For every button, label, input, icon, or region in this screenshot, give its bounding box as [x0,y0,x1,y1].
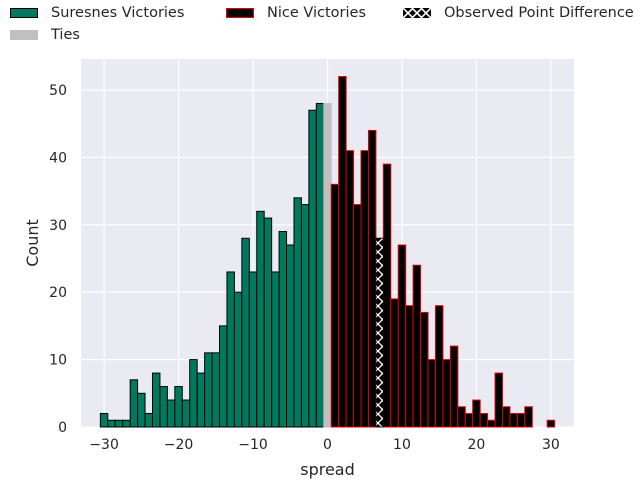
bar-observed-point-difference [375,237,384,428]
bar-suresnes-victories [189,359,198,428]
bar-nice-victories [524,406,533,428]
bar-nice-victories [367,129,377,428]
bar-nice-victories [330,183,340,428]
y-tick-label: 10 [49,353,67,369]
bar-suresnes-victories [159,386,168,428]
bar-nice-victories [494,372,504,428]
bar-nice-victories [412,264,422,428]
legend-item-ties: Ties [10,25,80,45]
legend-swatch-nice [226,8,254,18]
bar-suresnes-victories [286,244,295,428]
x-tick-label: 0 [323,437,332,453]
y-tick-label: 30 [49,218,67,234]
legend-label-suresnes: Suresnes Victories [51,5,185,21]
bar-nice-victories [479,413,489,428]
x-tick-label: 10 [393,437,411,453]
bar-nice-victories [449,345,459,428]
legend: Suresnes Victories Ties Nice Victories O… [0,0,640,48]
bar-nice-victories [338,76,347,428]
x-tick-label: −20 [164,437,194,453]
bar-nice-victories [345,150,355,428]
bar-nice-victories [442,359,451,428]
x-axis-label: spread [300,460,355,479]
legend-swatch-observed [403,8,431,18]
y-tick-label: 50 [49,83,67,99]
bar-nice-victories [472,399,481,428]
y-tick-labels: 0 10 20 30 40 50 [49,83,67,436]
bar-suresnes-victories [233,291,243,428]
bar-suresnes-victories [196,372,206,428]
bar-suresnes-victories [256,210,265,428]
bar-nice-victories [427,359,436,428]
y-tick-label: 0 [58,420,67,436]
legend-label-ties: Ties [51,27,80,43]
bar-nice-victories [502,406,511,428]
legend-item-observed: Observed Point Difference [403,3,634,23]
legend-label-observed: Observed Point Difference [444,5,634,21]
bar-suresnes-victories [219,325,228,428]
bar-suresnes-victories [315,102,325,428]
legend-item-nice: Nice Victories [226,3,366,23]
x-tick-labels: −30 −20 −10 0 10 20 30 [89,437,560,453]
bar-suresnes-victories [300,204,310,428]
bar-suresnes-victories [166,399,176,428]
bar-ties [323,102,332,428]
bar-nice-victories [420,311,429,428]
bar-suresnes-victories [107,419,116,428]
bar-suresnes-victories [263,217,273,428]
bar-suresnes-victories [241,237,250,428]
bar-suresnes-victories [174,386,183,428]
bar-nice-victories [464,413,474,428]
bar-nice-victories [509,413,518,428]
bar-nice-victories [353,204,362,428]
bar-nice-victories [434,305,444,428]
bar-suresnes-victories [278,231,288,428]
bar-nice-victories [457,406,466,428]
bar-nice-victories [405,305,414,428]
bar-suresnes-victories [144,413,153,428]
bar-suresnes-victories [181,399,191,428]
bar-nice-victories [360,150,369,428]
legend-label-nice: Nice Victories [267,5,367,21]
bar-nice-victories [382,163,392,428]
y-axis-label: Count [23,219,42,267]
legend-item-suresnes: Suresnes Victories [10,3,184,23]
bar-suresnes-victories [248,271,258,428]
bar-suresnes-victories [137,392,146,428]
bar-suresnes-victories [114,419,124,428]
bar-suresnes-victories [129,379,139,428]
y-tick-label: 40 [49,150,67,166]
bar-nice-victories [390,298,399,428]
x-tick-label: 30 [542,437,560,453]
bar-suresnes-victories [211,352,221,428]
legend-swatch-suresnes [10,8,38,18]
x-tick-label: 20 [468,437,486,453]
x-tick-label: −30 [89,437,119,453]
bar-suresnes-victories [293,197,302,428]
x-tick-label: −10 [238,437,268,453]
bar-suresnes-victories [226,271,235,428]
bar-nice-victories [487,419,496,428]
bar-suresnes-victories [122,419,131,428]
bars [99,76,556,428]
bar-suresnes-victories [271,271,280,428]
bar-suresnes-victories [308,109,317,428]
bar-suresnes-victories [151,372,161,428]
bar-suresnes-victories [204,352,213,428]
bar-nice-victories [546,419,556,428]
y-tick-label: 20 [49,285,67,301]
bar-suresnes-victories [99,413,109,428]
bar-nice-victories [516,413,526,428]
legend-swatch-ties [10,30,38,40]
bar-nice-victories [397,244,407,428]
